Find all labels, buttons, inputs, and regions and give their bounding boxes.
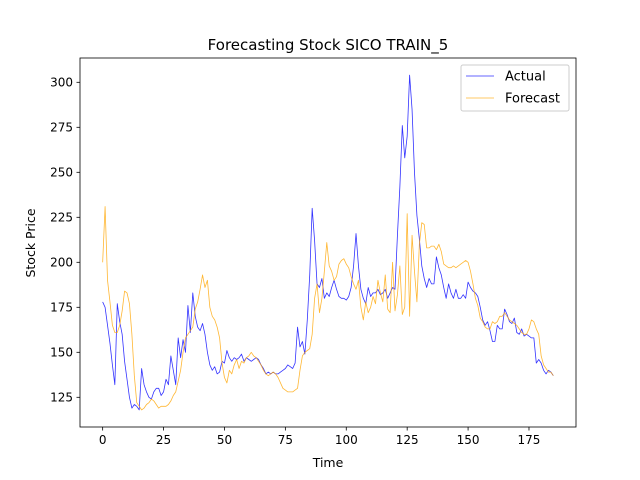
plot-area (102, 74, 554, 411)
x-axis-label: Time (312, 455, 344, 470)
x-tick-label: 75 (278, 433, 293, 447)
y-tick-label: 125 (50, 391, 73, 405)
y-axis-label: Stock Price (23, 208, 38, 277)
x-tick-label: 100 (335, 433, 358, 447)
chart-title: Forecasting Stock SICO TRAIN_5 (208, 36, 449, 55)
x-axis: 0 25 50 75 100 125 150 175 (99, 427, 541, 447)
legend-label-forecast: Forecast (505, 92, 560, 107)
legend-frame (460, 64, 570, 112)
x-tick-label: 125 (396, 433, 419, 447)
x-tick-label: 0 (99, 433, 107, 447)
y-axis: 125 150 175 200 225 250 275 300 (50, 76, 80, 405)
y-tick-label: 225 (50, 211, 73, 225)
legend-label-actual: Actual (505, 70, 546, 85)
x-tick-label: 50 (217, 433, 232, 447)
plot-frame (79, 57, 577, 428)
y-tick-label: 275 (50, 121, 73, 135)
y-tick-label: 175 (50, 301, 73, 315)
x-tick-label: 175 (518, 433, 541, 447)
y-tick-label: 150 (50, 346, 73, 360)
y-tick-label: 250 (50, 166, 73, 180)
x-tick-label: 25 (156, 433, 171, 447)
legend: Actual Forecast (460, 64, 570, 112)
series-line-forecast (102, 206, 554, 411)
y-tick-label: 300 (50, 76, 73, 90)
x-tick-label: 150 (457, 433, 480, 447)
y-tick-label: 200 (50, 256, 73, 270)
series-line-actual (102, 74, 554, 411)
